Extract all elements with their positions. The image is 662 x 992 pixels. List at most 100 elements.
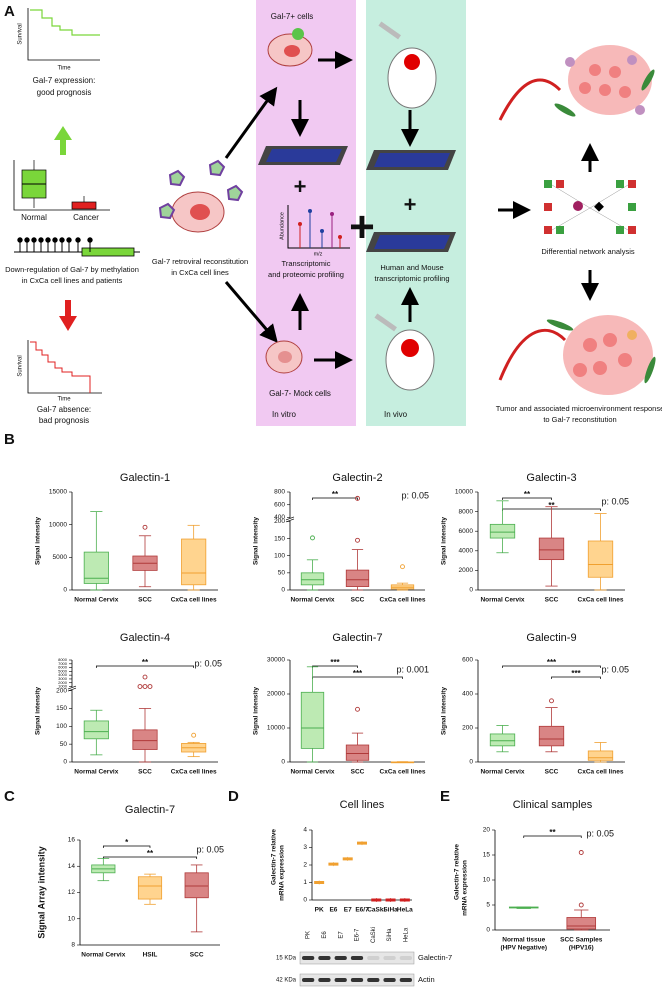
y-tick-label: 1 — [303, 879, 307, 886]
tumor-response — [498, 315, 656, 395]
chart-title: Galectin-9 — [526, 632, 576, 644]
box — [184, 872, 209, 899]
chart-title: Galectin-2 — [332, 472, 382, 484]
caption: Gal-7 absence: — [37, 405, 91, 414]
p-value: p: 0.05 — [586, 828, 614, 838]
blot-band — [302, 956, 315, 960]
x-tick-label: CxCa cell lines — [171, 769, 217, 776]
axis-break-mark — [285, 516, 295, 521]
y-tick-label: 50 — [278, 570, 286, 577]
axis-label: Abundance — [279, 212, 285, 240]
y-tick-label: 12 — [68, 889, 76, 896]
outlier — [137, 684, 143, 689]
blot-lane-label: SiHa — [387, 928, 393, 942]
blot-band — [367, 978, 380, 982]
x-tick-label: Normal Cervix — [74, 769, 118, 776]
x-tick-label: CxCa cell lines — [578, 597, 624, 604]
outlier — [142, 524, 148, 530]
y-axis-label: Signal intensity — [253, 517, 260, 565]
outlier — [355, 537, 360, 543]
blot-band — [318, 956, 331, 960]
methylation-diagram — [14, 237, 140, 257]
dot-mark — [371, 898, 382, 902]
outlier — [142, 674, 148, 680]
caption: Gal-7 expression: — [33, 76, 96, 85]
panel-label: B — [4, 431, 15, 448]
box — [489, 523, 516, 539]
blot-lane-label: E6-7 — [355, 928, 361, 941]
y-axis-label: Galectin-7 relative — [271, 829, 278, 885]
y-axis-label: Galectin-7 relative — [454, 844, 461, 900]
y-tick-label: 100 — [274, 552, 285, 559]
y-tick-label: 150 — [56, 705, 67, 712]
panel-label: E — [440, 788, 450, 805]
box — [587, 540, 614, 578]
significance-bracket — [312, 497, 358, 500]
significance-label: ** — [549, 828, 556, 837]
x-tick-label: Normal Cervix — [480, 597, 524, 604]
y-tick-label: 2000 — [58, 680, 68, 685]
y-tick-label: 3000 — [58, 676, 68, 681]
cell-label: Gal-7- Mock cells — [269, 389, 331, 398]
y-tick-label: 1000 — [58, 684, 68, 689]
y-tick-label: 5000 — [58, 668, 68, 673]
box-label: Cancer — [73, 213, 99, 222]
blot-protein: Actin — [418, 975, 435, 984]
blot-band — [367, 956, 380, 960]
y-tick-label: 0 — [63, 587, 67, 594]
axis-label: m/z — [314, 251, 323, 257]
blot-size: 15 KDa — [276, 956, 297, 962]
y-tick-label: 0 — [486, 927, 490, 934]
y-axis-label: mRNA expression — [279, 845, 286, 901]
caption: bad prognosis — [39, 416, 89, 425]
significance-label: ** — [332, 490, 339, 499]
x-tick-label: SCC — [190, 952, 204, 959]
blot-band — [302, 978, 315, 982]
dot-mark — [385, 898, 396, 902]
plus: + — [294, 174, 307, 199]
significance-label: ** — [548, 501, 555, 510]
mock-cell — [265, 340, 303, 374]
box — [587, 750, 614, 761]
box-label: In vitro — [272, 410, 297, 419]
y-tick-label: 200 — [56, 687, 67, 694]
y-tick-label: 4 — [303, 827, 307, 834]
blot-lane-label: PK — [306, 931, 312, 939]
y-tick-label: 10000 — [49, 521, 67, 528]
y-tick-label: 0 — [303, 897, 307, 904]
dot-mark — [314, 881, 325, 884]
outlier — [310, 535, 315, 541]
y-tick-label: 400 — [462, 691, 473, 698]
y-tick-label: 8000 — [58, 657, 68, 662]
box — [181, 538, 207, 586]
p-value: p: 0.05 — [194, 658, 222, 668]
box — [566, 917, 597, 930]
y-axis-label: Signal Array intensity — [36, 846, 46, 938]
mouse — [378, 21, 437, 109]
y-tick-label: 30000 — [267, 657, 285, 664]
p-value: p: 0.001 — [396, 664, 429, 674]
chart-title: Galectin-7 — [125, 804, 175, 816]
x-tick-label: Normal Cervix — [74, 597, 118, 604]
x-tick-label: Normal Cervix — [290, 597, 334, 604]
axis-label: Time — [57, 66, 71, 72]
blot-band — [383, 956, 396, 960]
mouse — [374, 313, 435, 391]
bad-survival-curve — [27, 340, 102, 394]
y-tick-label: 100 — [56, 723, 67, 730]
x-tick-label: SCC Samples — [560, 937, 603, 944]
box — [300, 691, 325, 749]
outlier — [142, 684, 148, 689]
panel-label: D — [228, 788, 239, 805]
significance-label: ** — [524, 490, 531, 499]
blot-lane-label: CaSki — [371, 927, 377, 943]
y-tick-label: 8000 — [459, 508, 474, 515]
x-tick-label: PK — [315, 907, 324, 914]
y-tick-label: 200 — [274, 518, 285, 525]
y-tick-label: 10000 — [267, 725, 285, 732]
mini-boxplot — [13, 160, 110, 211]
box — [137, 876, 163, 900]
box-label: Normal — [21, 213, 47, 222]
y-tick-label: 600 — [274, 501, 285, 508]
